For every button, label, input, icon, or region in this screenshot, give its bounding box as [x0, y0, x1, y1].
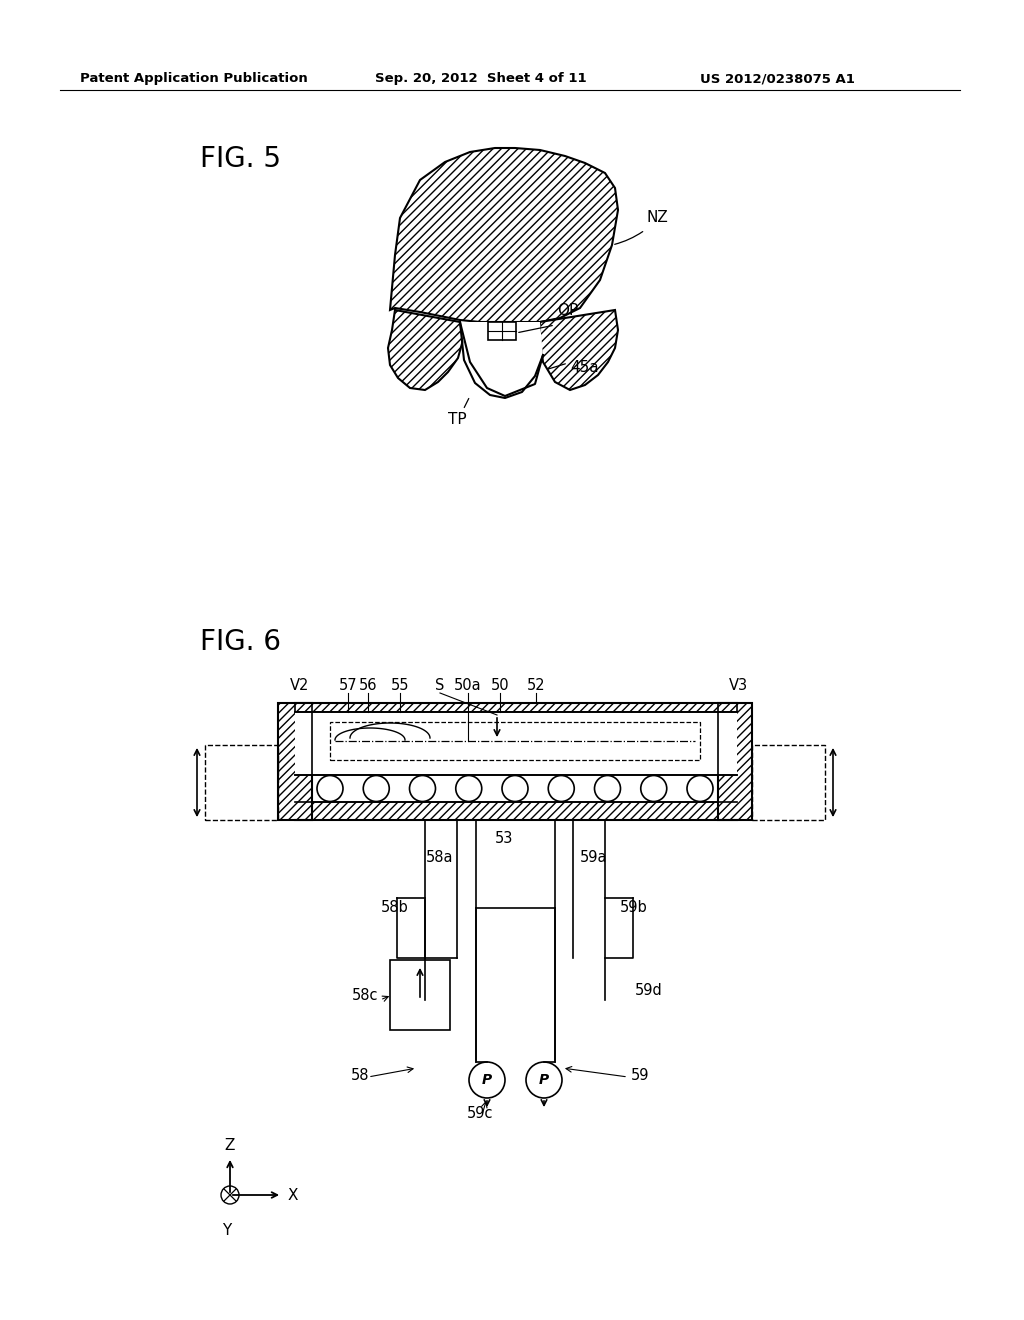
Bar	[718, 704, 752, 820]
Circle shape	[548, 776, 574, 801]
Bar	[278, 704, 312, 820]
Polygon shape	[540, 310, 618, 389]
Text: OP: OP	[557, 304, 579, 318]
Text: Z: Z	[225, 1138, 236, 1152]
Circle shape	[502, 776, 528, 801]
Text: 52: 52	[526, 678, 546, 693]
Text: US 2012/0238075 A1: US 2012/0238075 A1	[700, 73, 855, 84]
Bar	[295, 711, 737, 775]
Text: 59b: 59b	[621, 900, 648, 915]
Circle shape	[469, 1063, 505, 1098]
Text: 58a: 58a	[426, 850, 454, 865]
Polygon shape	[460, 322, 543, 395]
Text: 59: 59	[631, 1068, 649, 1082]
Bar	[752, 744, 825, 820]
Bar	[488, 322, 516, 341]
Text: 50a: 50a	[455, 678, 482, 693]
Text: 58b: 58b	[381, 900, 409, 915]
Text: 45a: 45a	[570, 360, 599, 375]
Text: P: P	[482, 1073, 493, 1086]
Text: 56: 56	[358, 678, 377, 693]
Text: V2: V2	[291, 678, 309, 693]
Text: 59a: 59a	[581, 850, 608, 865]
Bar	[295, 803, 737, 820]
Text: Sep. 20, 2012  Sheet 4 of 11: Sep. 20, 2012 Sheet 4 of 11	[375, 73, 587, 84]
Text: FIG. 6: FIG. 6	[200, 628, 281, 656]
Text: V3: V3	[728, 678, 748, 693]
Text: NZ: NZ	[647, 210, 669, 224]
Circle shape	[526, 1063, 562, 1098]
Bar	[476, 820, 555, 908]
Circle shape	[595, 776, 621, 801]
Text: Patent Application Publication: Patent Application Publication	[80, 73, 308, 84]
Circle shape	[221, 1185, 239, 1204]
Polygon shape	[390, 148, 618, 322]
Text: 59c: 59c	[467, 1106, 494, 1121]
Bar	[295, 704, 737, 711]
Circle shape	[317, 776, 343, 801]
Circle shape	[456, 776, 481, 801]
Text: 58: 58	[351, 1068, 370, 1082]
Circle shape	[687, 776, 713, 801]
Text: P: P	[539, 1073, 549, 1086]
Text: FIG. 5: FIG. 5	[200, 145, 281, 173]
Circle shape	[364, 776, 389, 801]
Text: 50: 50	[490, 678, 509, 693]
Circle shape	[641, 776, 667, 801]
Text: Y: Y	[222, 1224, 231, 1238]
Text: TP: TP	[449, 412, 467, 426]
Text: 57: 57	[339, 678, 357, 693]
Text: 55: 55	[391, 678, 410, 693]
Text: S: S	[435, 678, 444, 693]
Text: X: X	[288, 1188, 299, 1203]
Bar	[330, 722, 700, 760]
Polygon shape	[388, 310, 463, 389]
Text: 53: 53	[495, 832, 513, 846]
Bar	[390, 960, 450, 1030]
Text: 58c: 58c	[351, 987, 378, 1003]
Bar	[205, 744, 278, 820]
Text: 59d: 59d	[635, 983, 663, 998]
Circle shape	[410, 776, 435, 801]
